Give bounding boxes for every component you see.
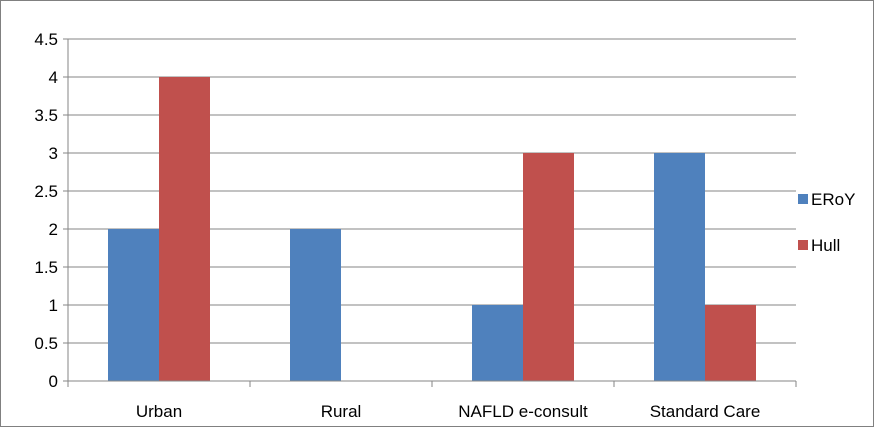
legend: ERoY Hull xyxy=(798,190,855,255)
y-tick-label: 3.5 xyxy=(34,106,58,125)
bar-hull-0 xyxy=(159,77,210,381)
bar-hull-2 xyxy=(523,153,574,381)
bar-hull-3 xyxy=(705,305,756,381)
x-tick-label: Urban xyxy=(136,402,182,421)
y-tick-labels: 0 0.5 1 1.5 2 2.5 3 3.5 4 4.5 xyxy=(34,30,58,391)
x-tick-label: Standard Care xyxy=(650,402,761,421)
y-tick-label: 4 xyxy=(49,68,58,87)
bar-eroy-3 xyxy=(654,153,705,381)
y-tick-label: 4.5 xyxy=(34,30,58,49)
legend-swatch-eroy xyxy=(798,194,808,204)
bar-eroy-1 xyxy=(290,229,341,381)
axes xyxy=(63,38,797,387)
y-tick-label: 0.5 xyxy=(34,334,58,353)
legend-label-hull: Hull xyxy=(811,236,840,255)
bar-eroy-0 xyxy=(108,229,159,381)
legend-label-eroy: ERoY xyxy=(811,190,855,209)
y-tick-label: 1.5 xyxy=(34,258,58,277)
x-tick-labels: Urban Rural NAFLD e-consult Standard Care xyxy=(136,402,760,421)
bar-eroy-2 xyxy=(472,305,523,381)
y-tick-label: 3 xyxy=(49,144,58,163)
x-tick-label: NAFLD e-consult xyxy=(458,402,588,421)
x-tick-label: Rural xyxy=(321,402,362,421)
y-tick-label: 0 xyxy=(49,372,58,391)
y-tick-label: 2.5 xyxy=(34,182,58,201)
legend-swatch-hull xyxy=(798,240,808,250)
y-tick-label: 2 xyxy=(49,220,58,239)
bars xyxy=(108,77,756,381)
y-tick-label: 1 xyxy=(49,296,58,315)
